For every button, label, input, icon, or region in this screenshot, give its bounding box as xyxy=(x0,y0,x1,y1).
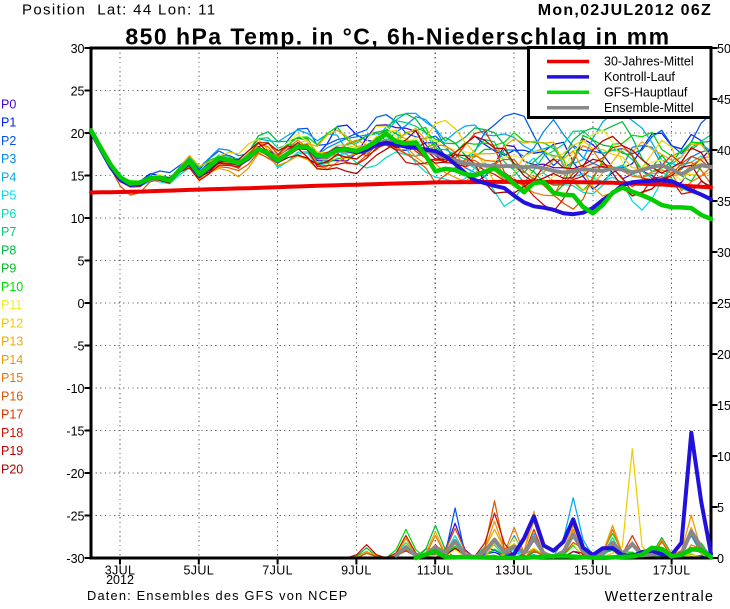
svg-text:13JUL: 13JUL xyxy=(495,564,533,578)
svg-text:P5: P5 xyxy=(1,189,16,203)
svg-text:Wetterzentrale: Wetterzentrale xyxy=(605,589,714,605)
svg-text:30: 30 xyxy=(71,42,85,56)
svg-text:P8: P8 xyxy=(1,243,16,257)
svg-text:0: 0 xyxy=(717,552,724,566)
svg-text:P0: P0 xyxy=(1,97,16,111)
svg-text:P11: P11 xyxy=(1,298,22,312)
svg-text:Mon,02JUL2012 06Z: Mon,02JUL2012 06Z xyxy=(538,2,712,19)
svg-text:15: 15 xyxy=(71,170,85,184)
svg-text:-25: -25 xyxy=(66,510,84,524)
svg-text:P12: P12 xyxy=(1,316,23,330)
svg-text:20: 20 xyxy=(71,127,85,141)
svg-text:Ensemble-Mittel: Ensemble-Mittel xyxy=(604,101,694,115)
svg-text:25: 25 xyxy=(717,297,730,311)
svg-text:P9: P9 xyxy=(1,262,16,276)
svg-text:17JUL: 17JUL xyxy=(653,564,691,578)
svg-text:0: 0 xyxy=(78,297,85,311)
svg-text:15: 15 xyxy=(717,399,730,413)
svg-text:-15: -15 xyxy=(66,425,84,439)
svg-text:5: 5 xyxy=(717,501,724,515)
svg-text:P6: P6 xyxy=(1,207,16,221)
svg-text:30: 30 xyxy=(717,246,730,260)
svg-text:-5: -5 xyxy=(73,340,84,354)
svg-text:35: 35 xyxy=(717,195,730,209)
svg-text:15JUL: 15JUL xyxy=(574,564,612,578)
svg-text:3JUL: 3JUL xyxy=(105,564,136,578)
svg-text:P16: P16 xyxy=(1,389,23,403)
svg-text:Kontroll-Lauf: Kontroll-Lauf xyxy=(604,70,675,84)
svg-text:11JUL: 11JUL xyxy=(417,564,454,578)
svg-text:P4: P4 xyxy=(1,170,16,184)
svg-text:5JUL: 5JUL xyxy=(184,564,215,578)
svg-text:5: 5 xyxy=(78,255,85,269)
svg-text:850 hPa Temp. in °C, 6h-Nieder: 850 hPa Temp. in °C, 6h-Niederschlag in … xyxy=(125,24,670,50)
svg-text:40: 40 xyxy=(717,144,730,158)
svg-text:7JUL: 7JUL xyxy=(262,564,293,578)
svg-text:20: 20 xyxy=(717,348,730,362)
svg-text:P13: P13 xyxy=(1,335,23,349)
svg-text:10: 10 xyxy=(717,450,730,464)
svg-text:P19: P19 xyxy=(1,444,23,458)
svg-text:P7: P7 xyxy=(1,225,16,239)
svg-text:GFS-Hauptlauf: GFS-Hauptlauf xyxy=(604,86,688,100)
svg-text:50: 50 xyxy=(717,42,730,56)
svg-text:P1: P1 xyxy=(1,116,16,130)
svg-text:-20: -20 xyxy=(66,467,84,481)
svg-text:9JUL: 9JUL xyxy=(341,564,372,578)
svg-text:P18: P18 xyxy=(1,426,23,440)
svg-text:P14: P14 xyxy=(1,353,23,367)
svg-text:45: 45 xyxy=(717,93,730,107)
svg-text:P17: P17 xyxy=(1,408,23,422)
svg-text:-30: -30 xyxy=(66,552,84,566)
svg-text:P15: P15 xyxy=(1,371,23,385)
svg-text:Daten: Ensembles des GFS von N: Daten: Ensembles des GFS von NCEP xyxy=(87,588,349,603)
svg-text:P3: P3 xyxy=(1,152,16,166)
svg-text:P10: P10 xyxy=(1,280,23,294)
svg-text:P2: P2 xyxy=(1,134,16,148)
svg-text:Position Lat: 44 Lon: 11: Position Lat: 44 Lon: 11 xyxy=(22,2,216,19)
svg-text:2012: 2012 xyxy=(106,573,134,587)
svg-text:10: 10 xyxy=(71,212,85,226)
svg-text:30-Jahres-Mittel: 30-Jahres-Mittel xyxy=(604,55,694,69)
svg-text:-10: -10 xyxy=(66,382,84,396)
svg-text:P20: P20 xyxy=(1,462,23,476)
svg-text:25: 25 xyxy=(71,85,85,99)
